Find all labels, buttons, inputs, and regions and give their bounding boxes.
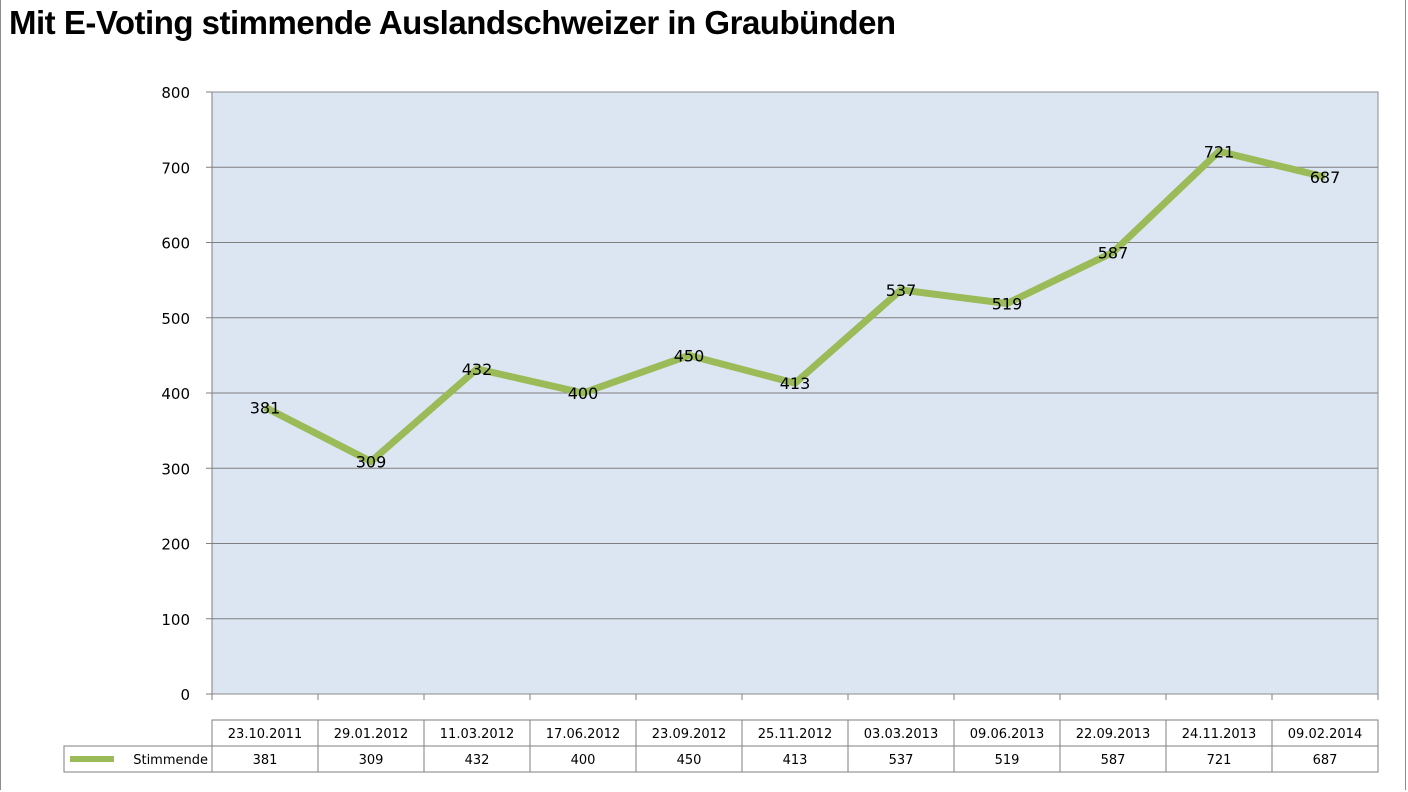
table-category-cell: 25.11.2012	[758, 727, 832, 742]
data-label: 450	[674, 346, 705, 365]
data-label: 537	[886, 281, 917, 300]
table-category-cell: 23.10.2011	[228, 727, 302, 742]
table-category-cell: 22.09.2013	[1076, 727, 1150, 742]
table-value-cell: 687	[1313, 753, 1338, 768]
table-value-cell: 721	[1207, 753, 1232, 768]
table-value-cell: 413	[783, 753, 808, 768]
table-category-cell: 29.01.2012	[334, 727, 408, 742]
table-category-cell: 03.03.2013	[864, 727, 938, 742]
table-category-cell: 17.06.2012	[546, 727, 620, 742]
legend-label: Stimmende	[133, 753, 208, 768]
series-line-stimmende	[263, 147, 1326, 466]
y-tick-label: 700	[161, 159, 190, 177]
table-value-cell: 309	[359, 753, 384, 768]
table-header-row	[211, 719, 1379, 747]
data-label: 309	[356, 452, 387, 471]
y-tick-label: 0	[180, 686, 190, 704]
table-value-cell: 519	[995, 753, 1020, 768]
table-category-cell: 11.03.2012	[440, 727, 514, 742]
table-value-cell: 587	[1101, 753, 1126, 768]
data-label: 687	[1310, 168, 1341, 187]
table-value-cell: 381	[253, 753, 278, 768]
data-label: 381	[250, 398, 281, 417]
chart-title: Mit E-Voting stimmende Auslandschweizer …	[9, 4, 896, 41]
data-label: 519	[992, 294, 1023, 313]
data-label: 413	[780, 374, 811, 393]
y-tick-label: 400	[161, 385, 190, 403]
y-tick-label: 200	[161, 536, 190, 554]
data-label: 432	[462, 360, 493, 379]
table-value-cell: 400	[571, 753, 596, 768]
y-tick-label: 600	[161, 235, 190, 253]
data-label: 400	[568, 384, 599, 403]
y-tick-label: 300	[161, 460, 190, 478]
table-category-cell: 23.09.2012	[652, 727, 726, 742]
y-tick-label: 800	[161, 84, 190, 102]
y-tick-label: 500	[161, 310, 190, 328]
data-label: 721	[1204, 142, 1235, 161]
table-value-cell: 450	[677, 753, 702, 768]
y-tick-label: 100	[161, 611, 190, 629]
data-label: 587	[1098, 243, 1129, 262]
table-value-cell: 537	[889, 753, 914, 768]
table-category-cell: 09.06.2013	[970, 727, 1044, 742]
table-value-cell: 432	[465, 753, 490, 768]
table-category-cell: 24.11.2013	[1182, 727, 1256, 742]
table-category-cell: 09.02.2014	[1288, 727, 1362, 742]
